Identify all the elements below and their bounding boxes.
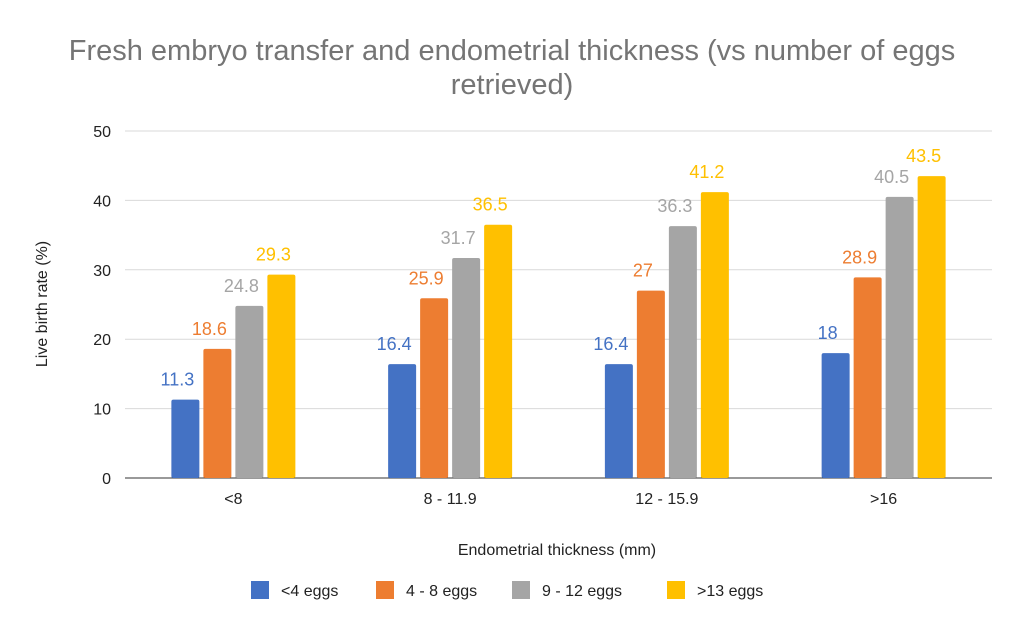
x-tick-label: <8 (224, 491, 242, 508)
y-tick-label: 30 (93, 263, 111, 280)
y-tick-label: 40 (93, 193, 111, 210)
legend-label: <4 eggs (281, 583, 338, 600)
data-label: 43.5 (906, 146, 941, 166)
data-label: 27 (633, 261, 653, 281)
y-tick-label: 10 (93, 402, 111, 419)
x-tick-label: 12 - 15.9 (635, 491, 698, 508)
data-label: 41.2 (689, 162, 724, 182)
bar (452, 258, 481, 478)
bars (171, 176, 946, 479)
legend-swatch (512, 581, 530, 599)
x-axis-ticks: <8 8 - 11.9 12 - 15.9 >16 (224, 491, 897, 508)
bar (388, 364, 417, 478)
y-tick-label: 20 (93, 332, 111, 349)
data-label: 24.8 (224, 276, 259, 296)
legend-swatch (376, 581, 394, 599)
bar (700, 192, 729, 478)
data-label: 40.5 (874, 167, 909, 187)
data-label: 16.4 (593, 334, 628, 354)
bar (267, 274, 296, 478)
legend-swatch (667, 581, 685, 599)
bar (917, 176, 946, 479)
legend-label: 9 - 12 eggs (542, 583, 622, 600)
y-tick-label: 50 (93, 124, 111, 141)
y-axis-ticks: 0 10 20 30 40 50 (93, 124, 111, 488)
data-label: 28.9 (842, 247, 877, 267)
bar (821, 353, 850, 478)
bar (235, 305, 264, 478)
bar (636, 290, 665, 478)
bar (668, 226, 697, 478)
bar (203, 348, 232, 478)
x-axis-label: Endometrial thickness (mm) (458, 542, 656, 559)
bar (420, 298, 449, 478)
bar (171, 399, 200, 478)
data-label: 36.3 (657, 196, 692, 216)
legend-swatch (251, 581, 269, 599)
legend-label: 4 - 8 eggs (406, 583, 477, 600)
x-tick-label: 8 - 11.9 (424, 491, 477, 508)
chart-title-line-2: retrieved) (451, 69, 574, 101)
chart-title-line-1: Fresh embryo transfer and endometrial th… (69, 35, 956, 67)
data-label: 25.9 (409, 268, 444, 288)
x-tick-label: >16 (870, 491, 897, 508)
data-label: 18.6 (192, 319, 227, 339)
data-labels: 11.3 18.6 24.8 29.3 16.4 25.9 31.7 36.5 16.4 27 36… (161, 146, 942, 389)
data-label: 29.3 (256, 245, 291, 265)
y-tick-label: 0 (102, 471, 111, 488)
legend-label: >13 eggs (697, 583, 763, 600)
data-label: 18 (818, 323, 838, 343)
data-label: 16.4 (377, 334, 412, 354)
bar (853, 277, 882, 478)
y-axis-label: Live birth rate (%) (34, 241, 51, 367)
data-label: 36.5 (473, 195, 508, 215)
data-label: 31.7 (441, 228, 476, 248)
data-label: 11.3 (161, 370, 195, 390)
bar (484, 224, 513, 478)
bar (604, 364, 633, 478)
bar (885, 196, 914, 478)
legend: <4 eggs 4 - 8 eggs 9 - 12 eggs >13 eggs (251, 581, 763, 600)
